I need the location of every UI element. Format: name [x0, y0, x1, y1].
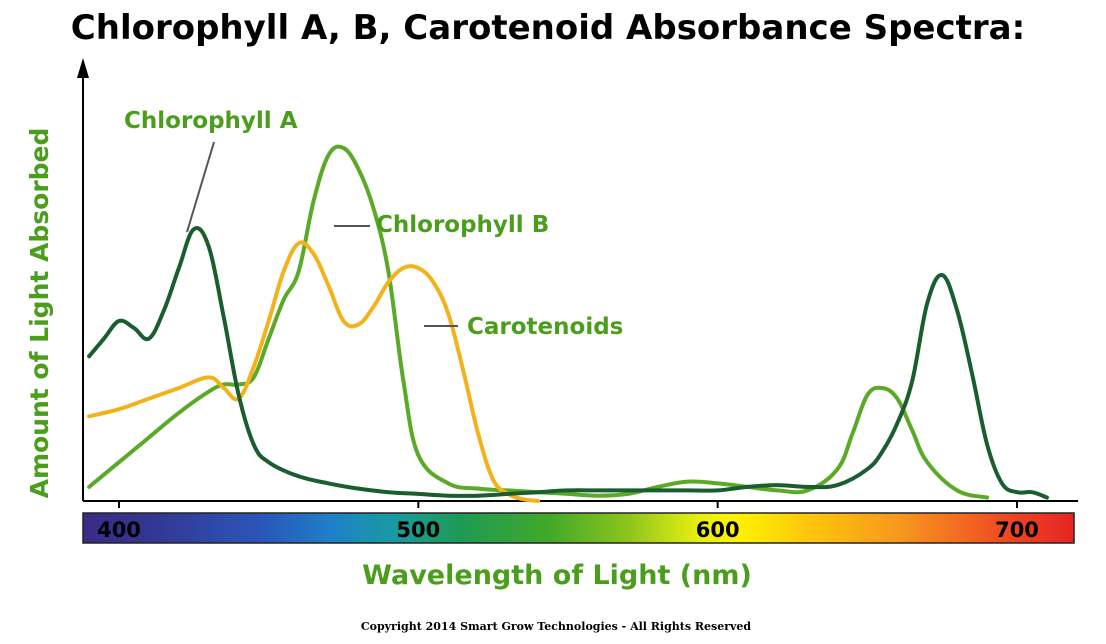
chlorophyll-a-leader-line: [186, 141, 215, 233]
series-group: [87, 144, 1049, 503]
x-tick-label: 600: [696, 518, 740, 542]
chart-title: Chlorophyll A, B, Carotenoid Absorbance …: [70, 8, 1026, 48]
y-axis-arrow: [77, 58, 89, 78]
chlorophyll-b-series-line: [87, 144, 990, 500]
x-axis-label: Wavelength of Light (nm): [362, 560, 752, 591]
y-axis-label: Amount of Light Absorbed: [25, 128, 54, 499]
copyright-notice: Copyright 2014 Smart Grow Technologies -…: [360, 620, 752, 633]
x-tick-label: 400: [97, 518, 141, 542]
carotenoids-series-line: [87, 240, 541, 503]
x-tick-label: 500: [396, 518, 440, 542]
x-tick-labels: 400 500 600 700: [97, 518, 1039, 542]
x-tick-label: 700: [995, 518, 1039, 542]
chlorophyll-a-label: Chlorophyll A: [124, 108, 298, 134]
x-tick-marks: [118, 501, 1018, 508]
spectrum-color-bar: [82, 512, 1075, 544]
chlorophyll-b-label: Chlorophyll B: [376, 212, 549, 238]
carotenoids-label: Carotenoids: [467, 314, 623, 340]
chlorophyll-a-series-line: [87, 226, 1049, 500]
